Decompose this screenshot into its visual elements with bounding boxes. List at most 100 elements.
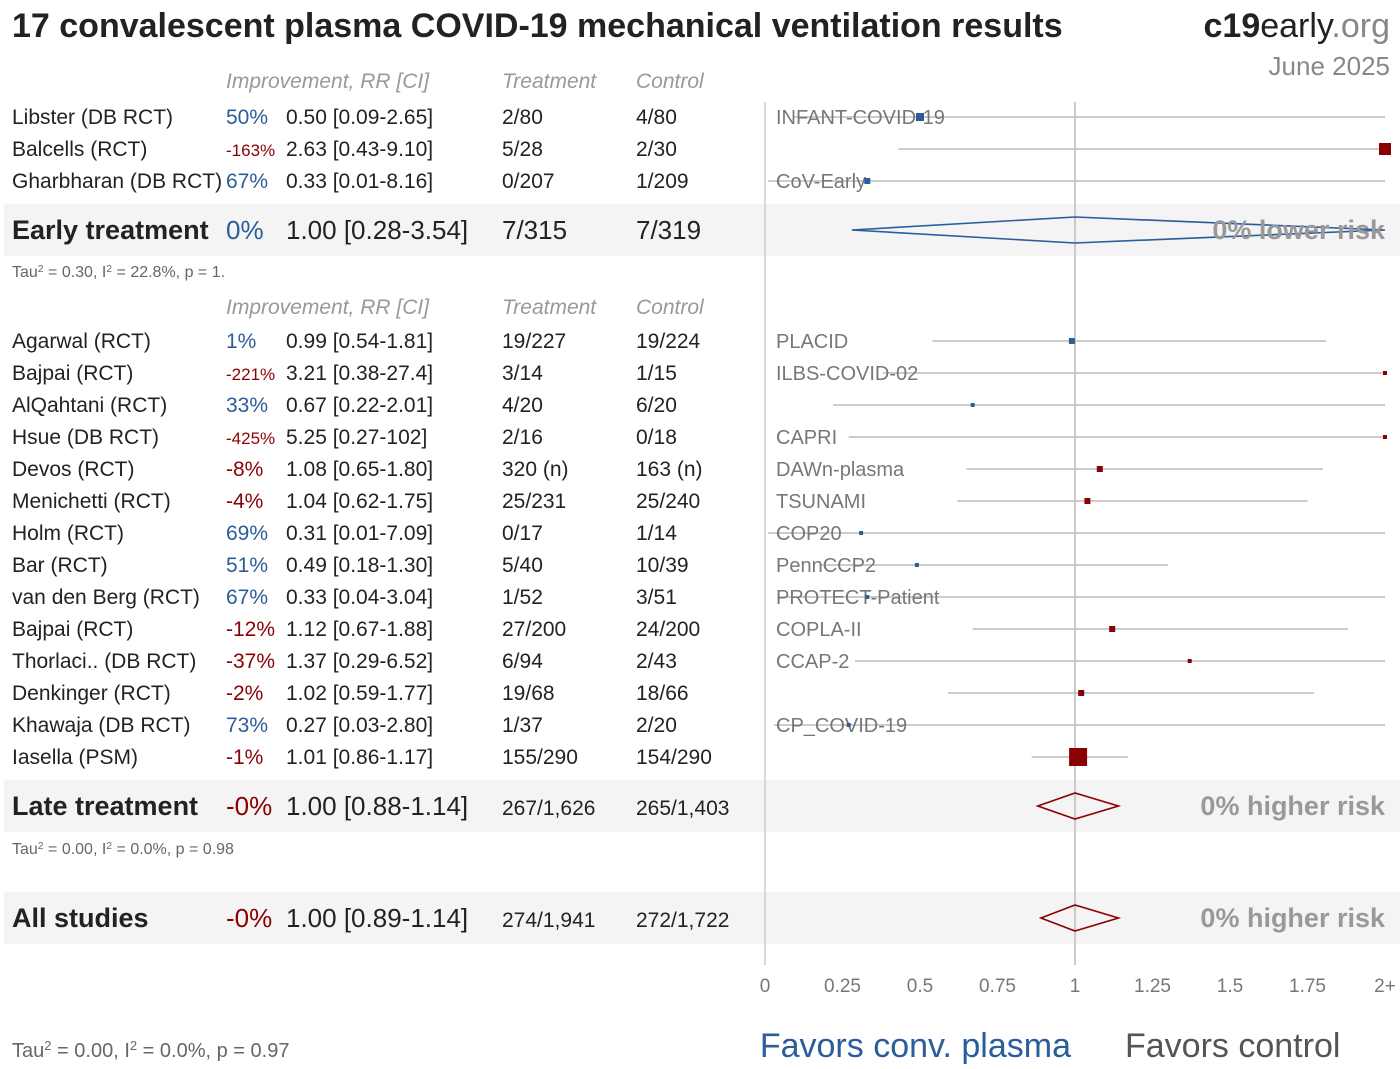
late-summary-rr: 1.00 [0.88-1.14] (286, 791, 468, 821)
point-estimate (1187, 659, 1192, 663)
study-improvement: -12% (226, 618, 275, 641)
late-summary-treatment: 267/1,626 (502, 797, 595, 820)
study-treatment: 0/207 (502, 170, 555, 193)
trial-name: PLACID (776, 331, 848, 353)
study-name: Bajpai (RCT) (12, 618, 133, 641)
background-layer (4, 204, 1400, 944)
study-control: 2/43 (636, 650, 677, 673)
study-control: 2/20 (636, 714, 677, 737)
study-control: 1/14 (636, 522, 677, 545)
trial-name: ILBS-COVID-02 (776, 363, 918, 385)
early-summary-control: 7/319 (636, 215, 701, 245)
study-improvement: 51% (226, 554, 268, 577)
early-summary-treatment: 7/315 (502, 215, 567, 245)
point-estimate (970, 403, 975, 407)
study-control: 163 (n) (636, 458, 703, 481)
study-rr: 1.08 [0.65-1.80] (286, 458, 433, 481)
study-rr: 5.25 [0.27-102] (286, 426, 427, 449)
study-name: Bajpai (RCT) (12, 362, 133, 385)
chart-title: 17 convalescent plasma COVID-19 mechanic… (12, 7, 1063, 45)
x-tick-label: 0.25 (824, 976, 861, 997)
study-rr: 0.31 [0.01-7.09] (286, 522, 433, 545)
study-improvement: 67% (226, 586, 268, 609)
point-estimate (1068, 338, 1075, 344)
point-estimate (914, 563, 919, 567)
trial-name: CAPRI (776, 427, 837, 449)
study-control: 6/20 (636, 394, 677, 417)
point-estimate (1096, 466, 1103, 472)
x-tick-label: 2+ (1374, 976, 1396, 997)
point-estimate (865, 595, 870, 599)
overall-summary-label: All studies (12, 903, 149, 933)
study-treatment: 320 (n) (502, 458, 569, 481)
study-rr: 0.50 [0.09-2.65] (286, 106, 433, 129)
study-rr: 0.67 [0.22-2.01] (286, 394, 433, 417)
study-rr: 1.12 [0.67-1.88] (286, 618, 433, 641)
study-rr: 0.99 [0.54-1.81] (286, 330, 433, 353)
late-summary-risk: 0% higher risk (1200, 791, 1386, 821)
x-tick-label: 0.5 (907, 976, 933, 997)
header: 17 convalescent plasma COVID-19 mechanic… (12, 7, 1390, 81)
point-estimate (1383, 435, 1387, 439)
study-name: van den Berg (RCT) (12, 586, 200, 609)
point-estimate (864, 178, 871, 184)
trial-name: INFANT-COVID-19 (776, 107, 945, 129)
study-control: 1/209 (636, 170, 689, 193)
point-estimate (846, 723, 851, 727)
study-treatment: 3/14 (502, 362, 543, 385)
study-improvement: 73% (226, 714, 268, 737)
study-improvement: 69% (226, 522, 268, 545)
early-summary-band (4, 204, 1400, 256)
study-name: Thorlaci.. (DB RCT) (12, 650, 196, 673)
study-name: Denkinger (RCT) (12, 682, 171, 705)
study-improvement: -1% (226, 746, 263, 769)
study-improvement: -425% (226, 429, 275, 448)
x-tick-label: 1.5 (1217, 976, 1243, 997)
study-rr: 1.37 [0.29-6.52] (286, 650, 433, 673)
study-rr: 0.49 [0.18-1.30] (286, 554, 433, 577)
brand-rest: early (1260, 7, 1334, 45)
brand-logo: c19early.org (1204, 7, 1391, 45)
study-treatment: 19/227 (502, 330, 566, 353)
report-date: June 2025 (1269, 51, 1390, 81)
study-control: 10/39 (636, 554, 689, 577)
trial-name: CP_COVID-19 (776, 715, 907, 737)
study-name: Balcells (RCT) (12, 138, 147, 161)
study-table: Improvement, RR [CI] Treatment Control Libs… (12, 70, 729, 1062)
study-rr: 1.04 [0.62-1.75] (286, 490, 433, 513)
study-rr: 0.33 [0.04-3.04] (286, 586, 433, 609)
trial-name: PROTECT-Patient (776, 587, 940, 609)
point-estimate (1084, 498, 1091, 504)
study-improvement: -163% (226, 141, 275, 160)
late-summary-improvement: -0% (226, 791, 272, 821)
early-summary-rr: 1.00 [0.28-3.54] (286, 215, 468, 245)
study-name: Agarwal (RCT) (12, 330, 151, 353)
study-rr: 0.33 [0.01-8.16] (286, 170, 433, 193)
study-treatment: 2/80 (502, 106, 543, 129)
column-header-improvement: Improvement, RR [CI] (226, 70, 430, 93)
study-treatment: 5/40 (502, 554, 543, 577)
study-improvement: 33% (226, 394, 268, 417)
early-stats: Tau2 = 0.30, I2 = 22.8%, p = 1. (12, 264, 225, 282)
late-summary-label: Late treatment (12, 791, 198, 821)
late-stats: Tau2 = 0.00, I2 = 0.0%, p = 0.98 (12, 841, 234, 859)
point-estimate (916, 113, 924, 121)
early-summary-label: Early treatment (12, 215, 209, 245)
overall-summary-diamond (1038, 904, 1122, 932)
column-header-treatment: Treatment (502, 296, 597, 319)
favors-right-label: Favors control (1125, 1027, 1340, 1065)
study-improvement: 67% (226, 170, 268, 193)
x-tick-label: 0 (760, 976, 771, 997)
study-name: AlQahtani (RCT) (12, 394, 167, 417)
overall-summary-risk: 0% higher risk (1200, 903, 1386, 933)
column-header-treatment: Treatment (502, 70, 597, 93)
study-control: 25/240 (636, 490, 700, 513)
study-improvement: -4% (226, 490, 263, 513)
study-name: Holm (RCT) (12, 522, 124, 545)
study-control: 1/15 (636, 362, 677, 385)
late-summary-control: 265/1,403 (636, 797, 729, 820)
study-control: 2/30 (636, 138, 677, 161)
point-estimate (1383, 371, 1387, 375)
study-rr: 3.21 [0.38-27.4] (286, 362, 433, 385)
